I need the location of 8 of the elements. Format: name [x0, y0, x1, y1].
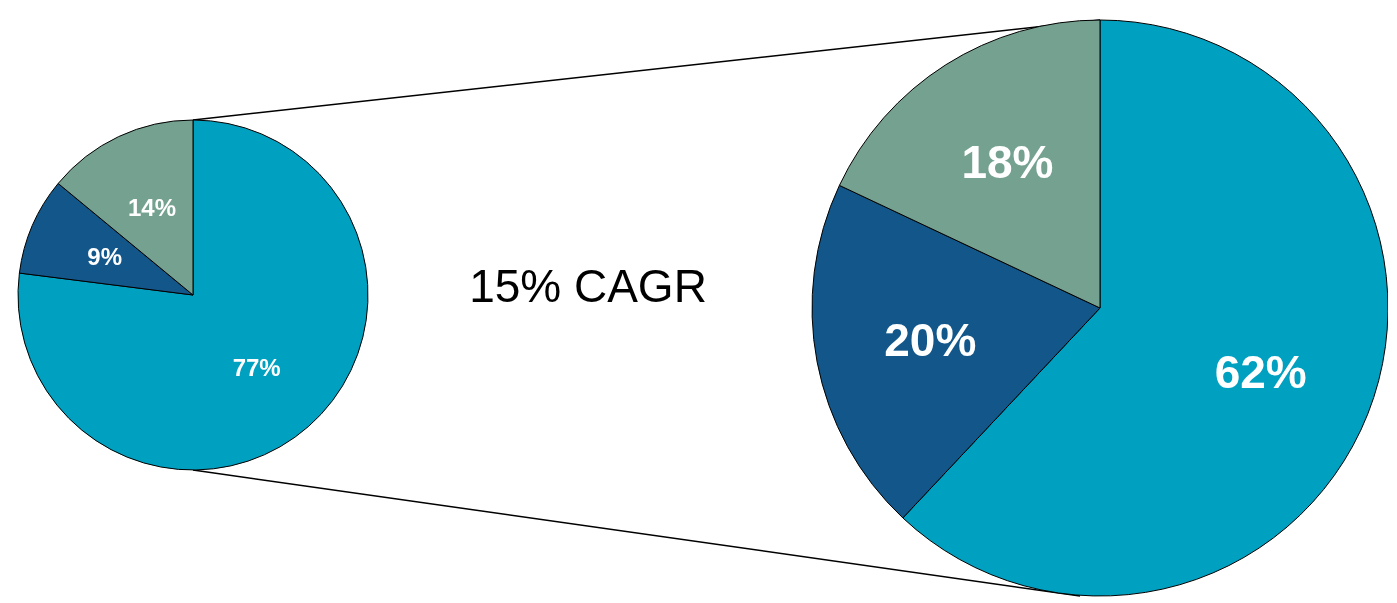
text: 15% CAGR — [469, 260, 707, 312]
data-label: 20% — [884, 314, 977, 367]
data-label: 18% — [961, 136, 1054, 189]
pie-slice — [17, 119, 369, 471]
data-label: 62% — [1214, 345, 1307, 398]
data-label: 77% — [232, 353, 281, 381]
data-label: 9% — [87, 243, 123, 271]
data-label: 14% — [128, 194, 177, 222]
